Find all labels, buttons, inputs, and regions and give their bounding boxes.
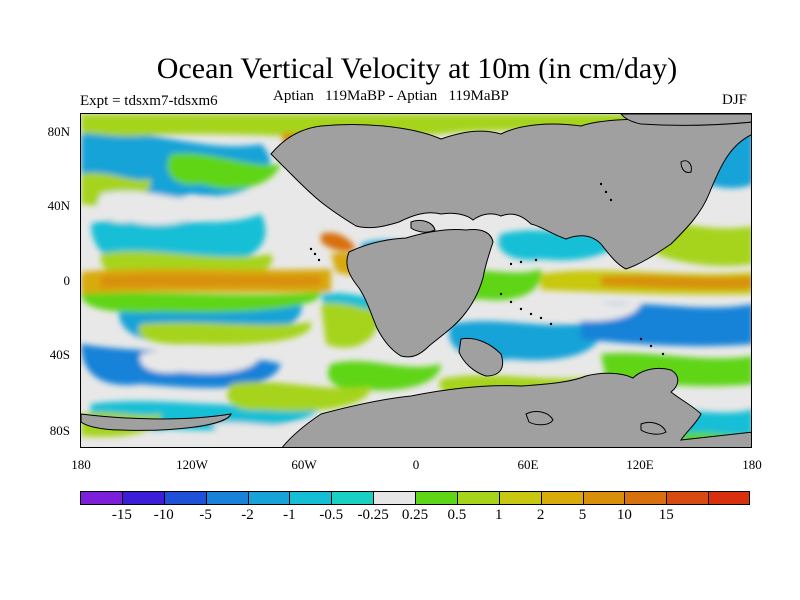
season-label: DJF <box>722 92 748 108</box>
island-1 <box>525 411 554 426</box>
landmass-antarctica <box>281 367 751 447</box>
colorbar-swatch <box>666 491 709 505</box>
lat-label-0: 0 <box>63 273 71 288</box>
landmass-arctic <box>620 114 751 126</box>
colorbar-label: 5 <box>578 507 587 523</box>
colorbar-label: 2 <box>536 507 545 523</box>
landmass-western-gondwana <box>346 229 494 358</box>
landmass-laurasia <box>270 118 751 270</box>
colorbar-label: -10 <box>153 507 174 523</box>
colorbar-swatch <box>456 491 499 505</box>
lat-label-80s: 80S <box>49 423 70 438</box>
colorbar-swatch <box>415 491 457 505</box>
lon-label-180w: 180 <box>71 457 91 472</box>
lon-label-120w: 120W <box>176 457 208 472</box>
chart-title: Ocean Vertical Velocity at 10m (in cm/da… <box>156 52 678 85</box>
colorbar-swatch <box>624 491 667 505</box>
map-panel <box>80 113 752 448</box>
colorbar-swatch <box>708 491 750 505</box>
experiment-label: Expt = tdsxm7-tdsxm6 <box>80 93 218 109</box>
lon-label-180e: 180 <box>742 457 762 472</box>
colorbar-label: 0.5 <box>447 507 467 523</box>
colorbar-label: 0.25 <box>401 507 429 523</box>
lat-label-80n: 80N <box>47 124 70 139</box>
colorbar-swatch <box>80 491 122 505</box>
colorbar-label: 15 <box>658 507 674 523</box>
island-2 <box>640 421 667 435</box>
period-label: Aptian 119MaBP - Aptian 119MaBP <box>273 88 509 104</box>
colorbar-swatch <box>373 491 415 505</box>
colorbar-label: -5 <box>199 507 212 523</box>
island-5 <box>680 160 692 173</box>
coastline-dots <box>309 182 665 356</box>
colorbar-swatch <box>247 491 290 505</box>
colorbar-label: -0.5 <box>319 507 344 523</box>
colorbar-swatch <box>289 491 332 505</box>
colorbar-label: -2 <box>241 507 254 523</box>
lat-label-40s: 40S <box>49 347 70 362</box>
lat-label-40n: 40N <box>47 198 70 213</box>
island-4 <box>410 219 436 233</box>
land-masses <box>81 114 751 447</box>
colorbar-label: 10 <box>616 507 632 523</box>
lon-label-120e: 120E <box>626 457 654 472</box>
island-3 <box>81 413 232 431</box>
colorbar-swatch <box>205 491 248 505</box>
colorbar-label: -1 <box>283 507 296 523</box>
colorbar-swatch <box>582 491 625 505</box>
colorbar-swatch <box>540 491 583 505</box>
colorbar-swatch <box>498 491 541 505</box>
colorbar-swatch <box>163 491 206 505</box>
velocity-map <box>81 114 751 447</box>
lon-label-60w: 60W <box>291 457 317 472</box>
landmass-india <box>458 337 504 377</box>
colorbar-label: 1 <box>495 507 503 523</box>
lon-label-60e: 60E <box>517 457 539 472</box>
colorbar-label: -15 <box>111 507 132 523</box>
colorbar-swatch <box>331 491 374 505</box>
colorbar-label: -0.25 <box>357 507 389 523</box>
lon-label-0: 0 <box>412 457 420 472</box>
colorbar-swatch <box>121 491 164 505</box>
